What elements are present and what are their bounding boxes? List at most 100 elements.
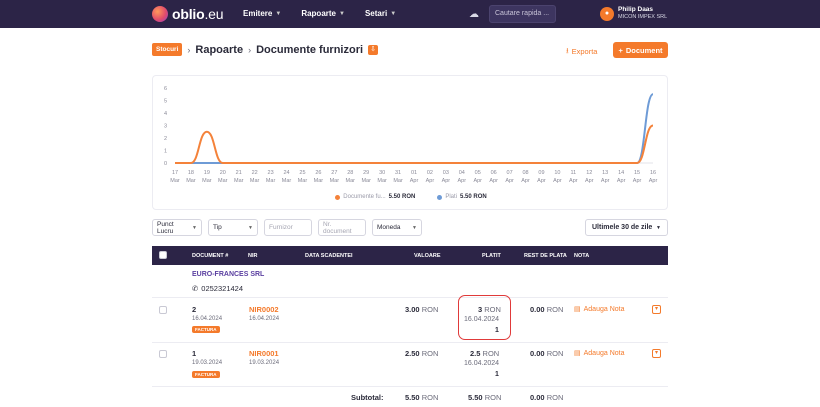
x-tick-label: Mar xyxy=(266,178,276,184)
export-button[interactable]: ⭳ Exporta xyxy=(566,46,598,56)
paid-count[interactable]: 1 xyxy=(495,371,499,378)
x-tick-label: 25 xyxy=(299,170,305,176)
x-tick-label: 21 xyxy=(236,170,242,176)
col-rest-de-plata[interactable]: REST DE PLATA xyxy=(524,253,567,259)
select-all-checkbox[interactable] xyxy=(159,251,167,259)
col-data-scadentei[interactable]: DATA SCADENTEI xyxy=(305,253,353,259)
chevron-down-icon: ▼ xyxy=(275,10,282,17)
app-logo[interactable]: oblio.eu xyxy=(152,6,224,22)
filter-punct-lucru[interactable]: Punct Lucru ▼ xyxy=(152,219,202,236)
legend-item-payments[interactable]: Plati 5.50 RON xyxy=(437,194,487,200)
logo-suffix: .eu xyxy=(204,6,224,22)
x-tick-label: 15 xyxy=(634,170,640,176)
y-tick-label: 2 xyxy=(164,136,167,142)
y-tick-label: 5 xyxy=(164,99,167,105)
download-icon: ⭳ xyxy=(566,46,569,55)
user-avatar-icon: ● xyxy=(600,6,614,21)
legend-dot-icon xyxy=(437,194,443,200)
add-document-button[interactable]: + Document xyxy=(613,42,668,58)
add-note-link[interactable]: ▤ Adauga Nota xyxy=(574,349,625,358)
x-tick-label: 08 xyxy=(522,170,528,176)
period-select[interactable]: Ultimele 30 de zile ▼ xyxy=(585,219,668,236)
subtotal-label: Subtotal: xyxy=(351,393,384,402)
x-tick-label: 12 xyxy=(586,170,592,176)
table-header: DOCUMENT # NIR DATA SCADENTEI VALOARE PL… xyxy=(152,246,668,265)
cloud-icon[interactable]: ☁ xyxy=(469,9,479,20)
x-tick-label: Mar xyxy=(202,178,212,184)
x-tick-label: 22 xyxy=(252,170,258,176)
rest-cell: 0.00 RON xyxy=(530,305,564,314)
breadcrumb: Stocuri › Rapoarte › Documente furnizori… xyxy=(152,43,379,56)
add-note-link[interactable]: ▤ Adauga Nota xyxy=(574,305,625,314)
document-date: 16.04.2024 xyxy=(192,316,223,322)
x-tick-label: Apr xyxy=(505,178,514,184)
document-number[interactable]: 1 xyxy=(192,349,197,358)
x-tick-label: Apr xyxy=(442,178,451,184)
x-tick-label: 16 xyxy=(650,170,656,176)
x-tick-label: 01 xyxy=(411,170,417,176)
nir-date: 19.03.2024 xyxy=(249,360,280,366)
x-tick-label: 04 xyxy=(459,170,465,176)
paid-count[interactable]: 1 xyxy=(495,327,499,334)
document-number[interactable]: 2 xyxy=(192,305,197,314)
rest-cell: 0.00 RON xyxy=(530,349,564,358)
divider xyxy=(152,342,668,343)
nav-rapoarte[interactable]: Rapoarte ▼ xyxy=(301,9,345,18)
chart-legend: Documente fu... 5.50 RON Plati 5.50 RON xyxy=(153,194,669,200)
col-platit[interactable]: PLATIT xyxy=(482,253,501,259)
col-nota[interactable]: NOTA xyxy=(574,253,590,259)
export-file-icon[interactable]: ⇩ xyxy=(368,44,379,55)
col-nir[interactable]: NIR xyxy=(248,253,258,259)
x-tick-label: Apr xyxy=(410,178,419,184)
x-tick-label: 06 xyxy=(491,170,497,176)
nav-setari[interactable]: Setari ▼ xyxy=(364,9,397,18)
legend-item-documents[interactable]: Documente fu... 5.50 RON xyxy=(335,194,415,200)
x-tick-label: 20 xyxy=(220,170,226,176)
x-tick-label: Mar xyxy=(186,178,196,184)
row-checkbox[interactable] xyxy=(159,350,167,358)
chevron-down-icon: ▼ xyxy=(390,10,397,17)
nav-emitere[interactable]: Emitere ▼ xyxy=(243,9,282,18)
x-tick-label: 26 xyxy=(315,170,321,176)
filter-tip[interactable]: Tip ▼ xyxy=(208,219,258,236)
document-type-badge: FACTURA xyxy=(192,326,220,333)
supplier-name[interactable]: EURO-FRANCES SRL xyxy=(192,271,265,278)
y-tick-label: 1 xyxy=(164,149,167,155)
x-tick-label: 30 xyxy=(379,170,385,176)
supplier-group: EURO-FRANCES SRL ✆ 0252321424 xyxy=(192,271,264,293)
x-tick-label: Mar xyxy=(361,178,371,184)
series-line-payments[interactable] xyxy=(175,93,654,164)
subtotal-paid: 5.50 RON xyxy=(468,393,502,402)
x-tick-label: Apr xyxy=(649,178,658,184)
main-nav: Emitere ▼ Rapoarte ▼ Setari ▼ xyxy=(243,9,396,18)
nir-link[interactable]: NIR0001 xyxy=(249,349,279,358)
subtotal-rest: 0.00 RON xyxy=(530,393,564,402)
x-tick-label: 18 xyxy=(188,170,194,176)
paid-cell: 3 RON xyxy=(478,305,501,314)
x-tick-label: Apr xyxy=(601,178,610,184)
expand-row-icon[interactable]: ▾ xyxy=(652,305,661,314)
chevron-down-icon: ▼ xyxy=(412,224,417,231)
expand-row-icon[interactable]: ▾ xyxy=(652,349,661,358)
user-company: MICON IMPEX SRL xyxy=(618,14,668,20)
page-title: Documente furnizori xyxy=(256,43,364,56)
col-document[interactable]: DOCUMENT # xyxy=(192,253,229,259)
x-tick-label: 19 xyxy=(204,170,210,176)
x-tick-label: Mar xyxy=(377,178,387,184)
nir-link[interactable]: NIR0002 xyxy=(249,305,279,314)
filter-moneda[interactable]: Moneda ▼ xyxy=(372,219,422,236)
x-tick-label: Apr xyxy=(553,178,562,184)
row-checkbox[interactable] xyxy=(159,306,167,314)
user-menu[interactable]: ● Philip Daas MICON IMPEX SRL xyxy=(600,6,667,21)
search-input[interactable]: Cautare rapida ... xyxy=(489,5,556,23)
col-valoare[interactable]: VALOARE xyxy=(414,253,441,259)
x-tick-label: Mar xyxy=(314,178,324,184)
filter-furnizor[interactable]: Furnizor xyxy=(264,219,312,236)
filter-nr-document[interactable]: Nr. document xyxy=(318,219,366,236)
breadcrumb-badge-stocuri[interactable]: Stocuri xyxy=(152,43,183,56)
series-line-documents[interactable] xyxy=(175,124,654,164)
chevron-down-icon: ▼ xyxy=(339,10,345,17)
breadcrumb-rapoarte[interactable]: Rapoarte xyxy=(195,43,244,56)
x-tick-label: 31 xyxy=(395,170,401,176)
x-tick-label: Mar xyxy=(170,178,180,184)
